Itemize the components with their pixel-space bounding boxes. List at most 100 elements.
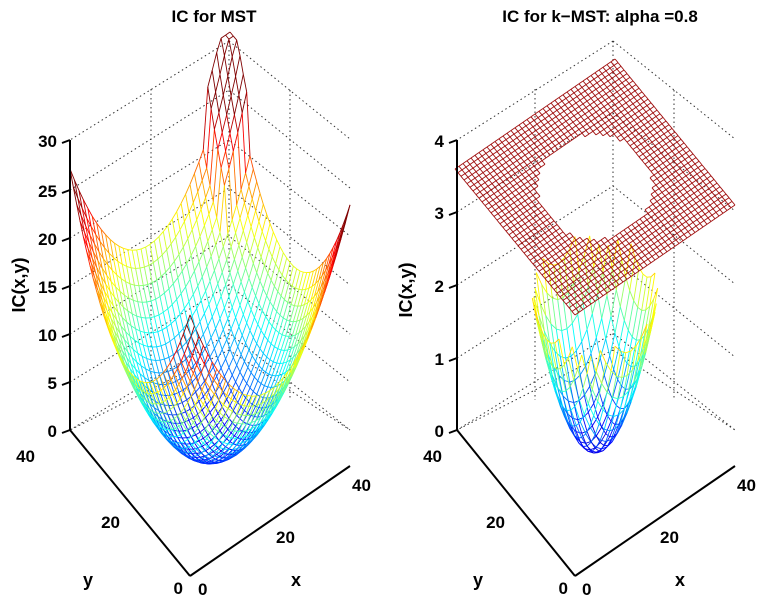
mesh-line: [511, 212, 517, 216]
mesh-line: [160, 343, 166, 347]
mesh-line: [213, 348, 219, 359]
mesh-line: [233, 326, 240, 339]
mesh-line: [609, 416, 615, 431]
mesh-line: [567, 288, 573, 292]
mesh-line: [269, 386, 275, 391]
mesh-line: [311, 283, 316, 287]
mesh-line: [465, 164, 471, 168]
mesh-line: [618, 258, 624, 263]
mesh-line: [520, 177, 526, 182]
mesh-line: [565, 255, 571, 259]
mesh-line: [272, 231, 278, 240]
mesh-line: [311, 268, 318, 287]
mesh-line: [617, 130, 622, 136]
mesh-line: [530, 136, 536, 140]
mesh-line: [186, 263, 191, 280]
mesh-line: [534, 156, 540, 161]
mesh-line: [659, 156, 665, 160]
mesh-line: [683, 142, 688, 147]
mesh-line: [599, 83, 605, 87]
mesh-line: [238, 387, 243, 394]
mesh-line: [605, 113, 611, 117]
mesh-line: [547, 119, 553, 123]
mesh-line: [172, 277, 179, 284]
mesh-line: [676, 210, 681, 215]
mesh-line: [267, 413, 272, 421]
mesh-line: [659, 202, 665, 206]
mesh-line: [593, 415, 600, 425]
mesh-line: [131, 250, 137, 269]
mesh-line: [230, 452, 235, 457]
mesh-line: [490, 164, 496, 168]
mesh-line: [638, 156, 643, 161]
mesh-line: [703, 171, 709, 176]
mesh-line: [541, 157, 547, 161]
mesh-line: [127, 310, 133, 315]
mesh-line: [236, 413, 242, 416]
mesh-line: [710, 195, 716, 199]
mesh-line: [715, 189, 720, 194]
mesh-line: [519, 138, 525, 142]
mesh-line: [609, 67, 614, 73]
mesh-line: [650, 102, 655, 107]
mesh-line: [665, 120, 670, 125]
mesh-line: [582, 77, 588, 82]
mesh-line: [138, 379, 143, 391]
mesh-line: [260, 414, 265, 423]
mesh-line: [520, 131, 526, 136]
mesh-line: [674, 243, 680, 247]
mesh-line: [257, 369, 263, 381]
mesh-line: [211, 415, 218, 422]
mesh-line: [592, 82, 598, 86]
mesh-line: [252, 247, 259, 264]
mesh-line: [107, 264, 113, 271]
mesh-line: [216, 376, 221, 385]
mesh-line: [586, 98, 592, 102]
mesh-line: [586, 257, 592, 262]
mesh-line: [205, 455, 211, 459]
mesh-line: [501, 185, 507, 189]
mesh-line: [615, 423, 621, 435]
mesh-line: [122, 362, 128, 369]
mesh-line: [198, 251, 204, 263]
mesh-line: [581, 433, 587, 438]
mesh-line: [154, 236, 160, 242]
mesh-line: [326, 252, 331, 259]
mesh-line: [279, 377, 284, 388]
mesh-line: [674, 154, 679, 159]
mesh-line: [603, 240, 609, 244]
mesh-line: [496, 148, 502, 152]
mesh-line: [669, 232, 674, 237]
mesh-line: [247, 301, 252, 310]
mesh-line: [176, 203, 182, 212]
mesh-line: [556, 107, 562, 111]
mesh-line: [256, 383, 262, 395]
mesh-line: [561, 143, 567, 148]
mesh-line: [167, 379, 172, 384]
mesh-line: [697, 164, 703, 168]
mesh-line: [247, 355, 253, 368]
mesh-line: [141, 356, 147, 369]
mesh-line: [640, 98, 645, 103]
mesh-line: [627, 132, 633, 137]
mesh-line: [642, 150, 648, 155]
mesh-line: [240, 267, 247, 283]
mesh-line: [672, 164, 678, 168]
mesh-line: [700, 168, 706, 172]
mesh-line: [692, 199, 697, 204]
mesh-line: [171, 299, 178, 305]
mesh-line: [477, 178, 483, 183]
mesh-line: [623, 112, 629, 116]
mesh-line: [543, 236, 549, 240]
mesh-line: [513, 199, 519, 204]
mesh-line: [645, 154, 651, 158]
mesh-line: [100, 229, 106, 235]
mesh-line: [155, 360, 160, 374]
mesh-line: [600, 236, 606, 241]
mesh-line: [593, 78, 598, 84]
mesh-line: [613, 85, 619, 89]
mesh-line: [119, 356, 124, 363]
mesh-line: [281, 384, 287, 393]
mesh-line: [525, 122, 531, 127]
mesh-line: [700, 216, 705, 221]
